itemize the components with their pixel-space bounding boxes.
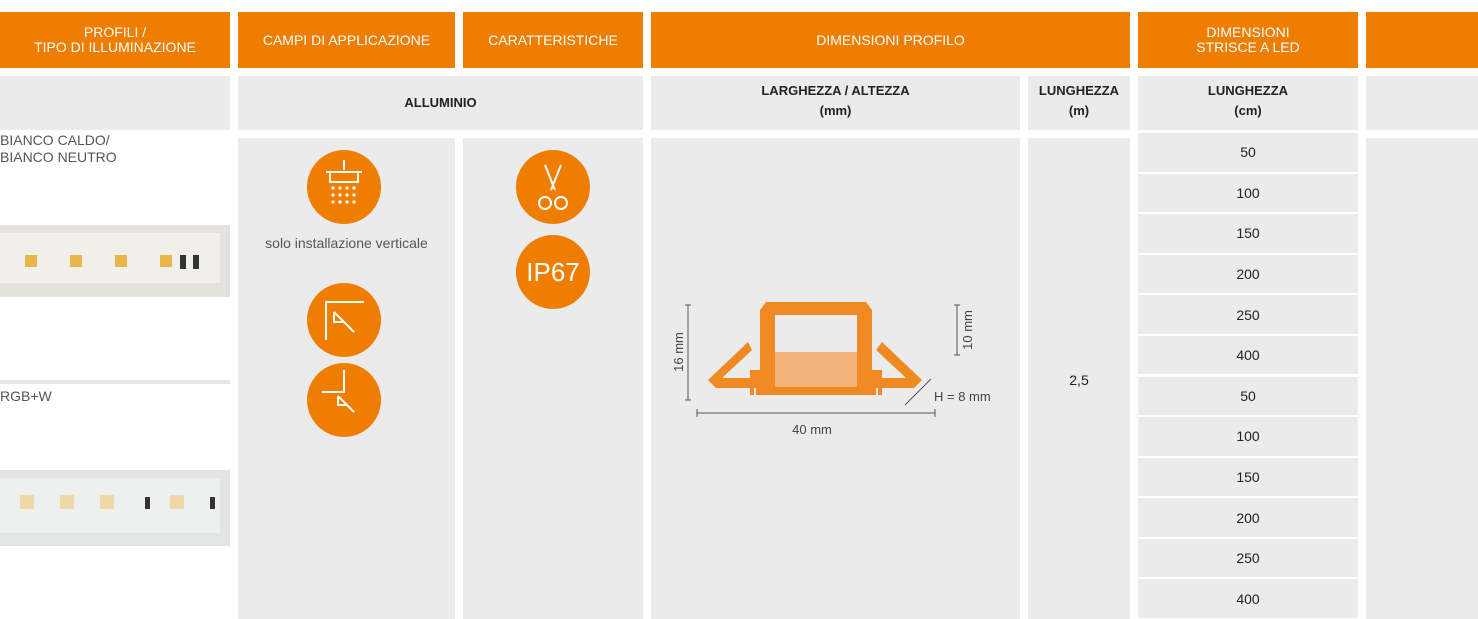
subheader-cell: ALLUMINIO [238, 76, 643, 130]
dimension-label: 40 mm [792, 422, 832, 437]
label: LUNGHEZZA [1207, 83, 1289, 98]
subheader-cell: LARGHEZZA / ALTEZZA (mm) [651, 76, 1020, 130]
led-length: 50 [1138, 133, 1358, 172]
body-cell [1366, 138, 1478, 619]
dimension-label: 10 mm [960, 310, 975, 350]
led-length: 200 [1138, 254, 1358, 294]
profile-label: RGB+W [0, 388, 52, 404]
label: LUNGHEZZA [1038, 83, 1120, 98]
feature-badge: IP67 [526, 257, 580, 287]
led-length: 150 [1138, 457, 1358, 497]
unit: (m) [1068, 103, 1090, 118]
led-length: 100 [1138, 417, 1358, 456]
material: ALLUMINIO [404, 95, 477, 110]
profile-drawing: 16 mm 10 mm 40 mm H = 8 mm [671, 302, 991, 437]
led-length: 400 [1138, 335, 1358, 375]
dimension-label: H = 8 mm [934, 389, 991, 404]
led-length: 150 [1138, 214, 1358, 253]
header-cell [1366, 12, 1478, 68]
subheader-cell: LUNGHEZZA (m) [1028, 76, 1130, 130]
led-length: 250 [1138, 295, 1358, 334]
led-strip [0, 225, 230, 297]
led-length: 400 [1138, 579, 1358, 618]
body-cell [1028, 138, 1130, 619]
header-cell: DIMENSIONI PROFILO [651, 12, 1130, 68]
dimension-label: 16 mm [671, 332, 686, 372]
header-cell: DIMENSIONI STRISCE A LED [1138, 12, 1358, 68]
led-length: 200 [1138, 498, 1358, 537]
subheader-cell: LUNGHEZZA (cm) [1138, 76, 1358, 130]
unit: (cm) [1234, 103, 1262, 118]
header-cell: PROFILI / TIPO DI ILLUMINAZIONE [0, 12, 230, 68]
label: LARGHEZZA / ALTEZZA [761, 83, 910, 98]
icon [307, 150, 590, 437]
header-cell: CAMPI DI APPLICAZIONE [238, 12, 455, 68]
led-strip [0, 470, 230, 546]
application-note: solo installazione verticale [265, 235, 428, 251]
led-length: 50 [1138, 376, 1358, 416]
profile-length: 2,5 [1069, 372, 1089, 388]
subheader-cell [0, 76, 230, 130]
subheader-cell [1366, 76, 1478, 130]
led-length: 100 [1138, 173, 1358, 213]
separator [0, 380, 230, 384]
led-length: 250 [1138, 538, 1358, 578]
profile-label: BIANCO CALDO/ BIANCO NEUTRO [0, 132, 117, 165]
header-cell: CARATTERISTICHE [463, 12, 643, 68]
unit: (mm) [819, 103, 852, 118]
